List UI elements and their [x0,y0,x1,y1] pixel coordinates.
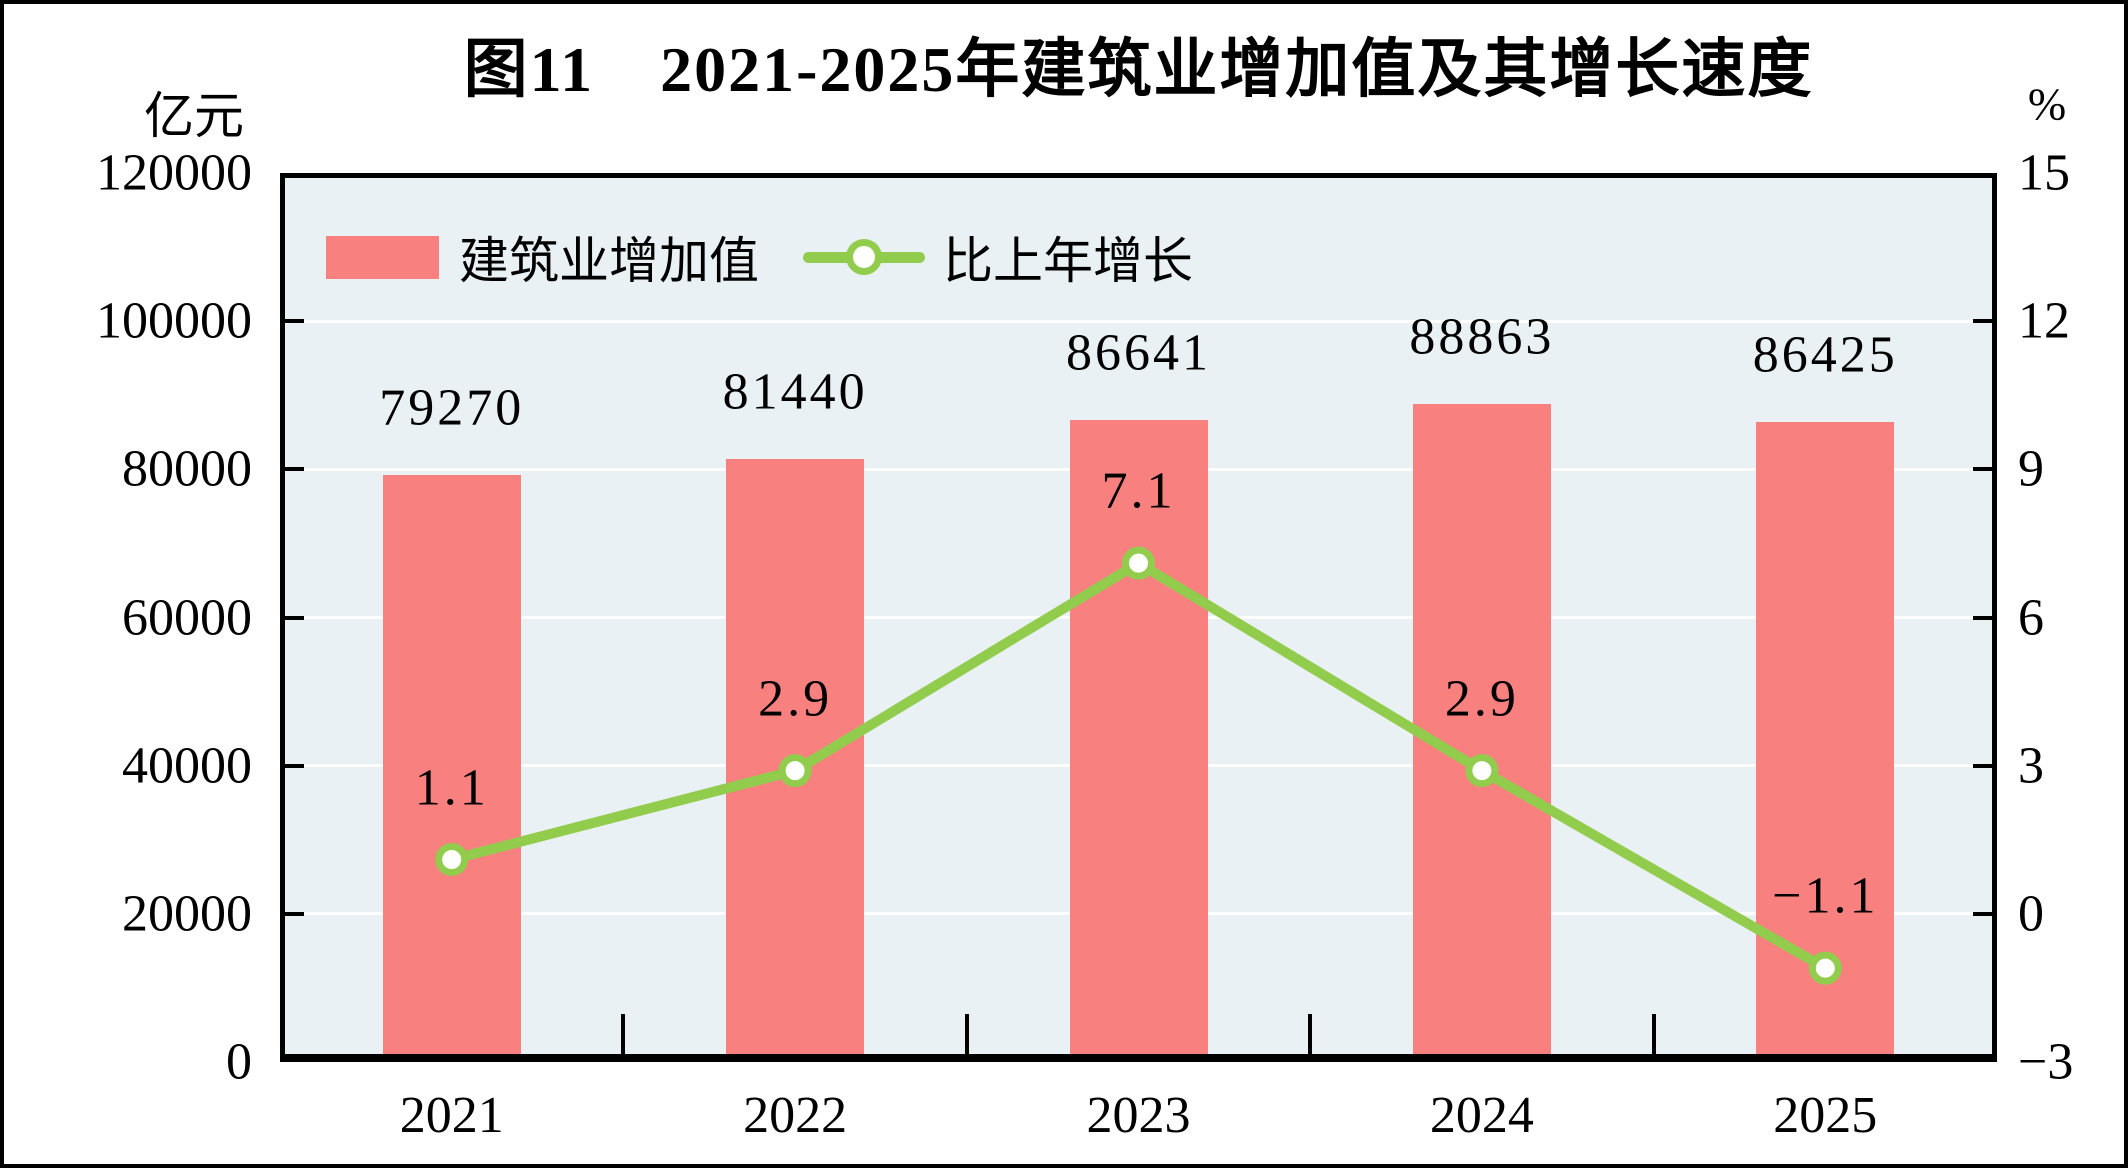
left-tick-label: 100000 [96,292,252,350]
left-tick-label: 20000 [122,885,252,943]
right-tick-label: 15 [2018,144,2070,202]
right-tick-label: −3 [2018,1033,2074,1091]
growth-value-label: 2.9 [758,670,833,728]
left-axis-tick [280,763,304,768]
bar-value-label: 79270 [379,379,525,437]
left-tick-label: 120000 [96,144,252,202]
growth-value-label: −1.1 [1772,867,1879,925]
x-tick-label: 2021 [399,1087,504,1144]
bar-2023 [1069,420,1208,1062]
bar-2024 [1412,403,1551,1062]
growth-value-label: 7.1 [1101,462,1176,520]
line-marker-icon [435,843,469,877]
left-axis-tick [280,467,304,472]
left-tick-label: 0 [226,1033,252,1091]
right-tick-label: 3 [2018,737,2044,795]
right-axis-tick [1973,763,1997,768]
left-axis-tick [280,319,304,324]
legend-line-marker-icon [846,239,882,275]
right-axis-unit-label: % [2027,78,2067,130]
right-tick-label: 6 [2018,589,2044,646]
right-tick-label: 9 [2018,440,2044,498]
bar-2021 [382,474,521,1062]
growth-value-label: 1.1 [414,759,489,816]
bar-value-label: 86425 [1752,326,1898,384]
legend: 建筑业增加值 比上年增长 [326,221,1193,293]
line-marker-icon [1808,951,1842,985]
left-axis-unit-label: 亿元 [144,88,244,144]
left-axis-tick [280,911,304,916]
right-tick-label: 12 [2018,292,2070,350]
legend-bar-label: 建筑业增加值 [459,233,759,289]
legend-line-swatch-icon [803,239,925,275]
x-axis-boundary-tick [1651,1014,1656,1056]
gridline [280,319,1997,323]
right-axis-tick [1973,911,1997,916]
bar-value-label: 88863 [1409,308,1555,366]
growth-line-layer [435,546,1842,985]
x-tick-label: 2023 [1086,1087,1191,1144]
x-tick-label: 2024 [1429,1087,1534,1144]
line-marker-icon [1122,546,1155,580]
left-axis-tick [280,615,304,620]
growth-value-label: 2.9 [1444,670,1519,728]
bar-value-label: 86641 [1066,324,1211,382]
x-tick-label: 2025 [1773,1087,1878,1144]
x-axis-boundary-tick [1308,1014,1313,1056]
line-marker-icon [1465,754,1499,788]
right-axis-tick [1973,467,1997,472]
legend-bar-swatch-icon [326,235,439,279]
line-marker-icon [778,754,812,788]
left-tick-label: 60000 [122,589,252,646]
chart-title: 图11 2021-2025年建筑业增加值及其增长速度 [463,34,1814,105]
x-axis-boundary-tick [621,1014,626,1056]
plot-area: 建筑业增加值 比上年增长 79270 81440 86641 88863 86425 1.… [280,173,1997,1062]
bar-value-label: 81440 [722,363,868,421]
legend-line-label: 比上年增长 [943,233,1193,289]
right-axis-tick [1973,319,1997,324]
growth-line [446,558,1831,974]
right-tick-label: 0 [2018,885,2044,943]
x-tick-label: 2022 [743,1087,848,1144]
left-tick-label: 40000 [122,737,252,795]
x-axis-boundary-tick [964,1014,969,1056]
left-tick-label: 80000 [122,440,252,498]
right-axis-tick [1973,615,1997,620]
